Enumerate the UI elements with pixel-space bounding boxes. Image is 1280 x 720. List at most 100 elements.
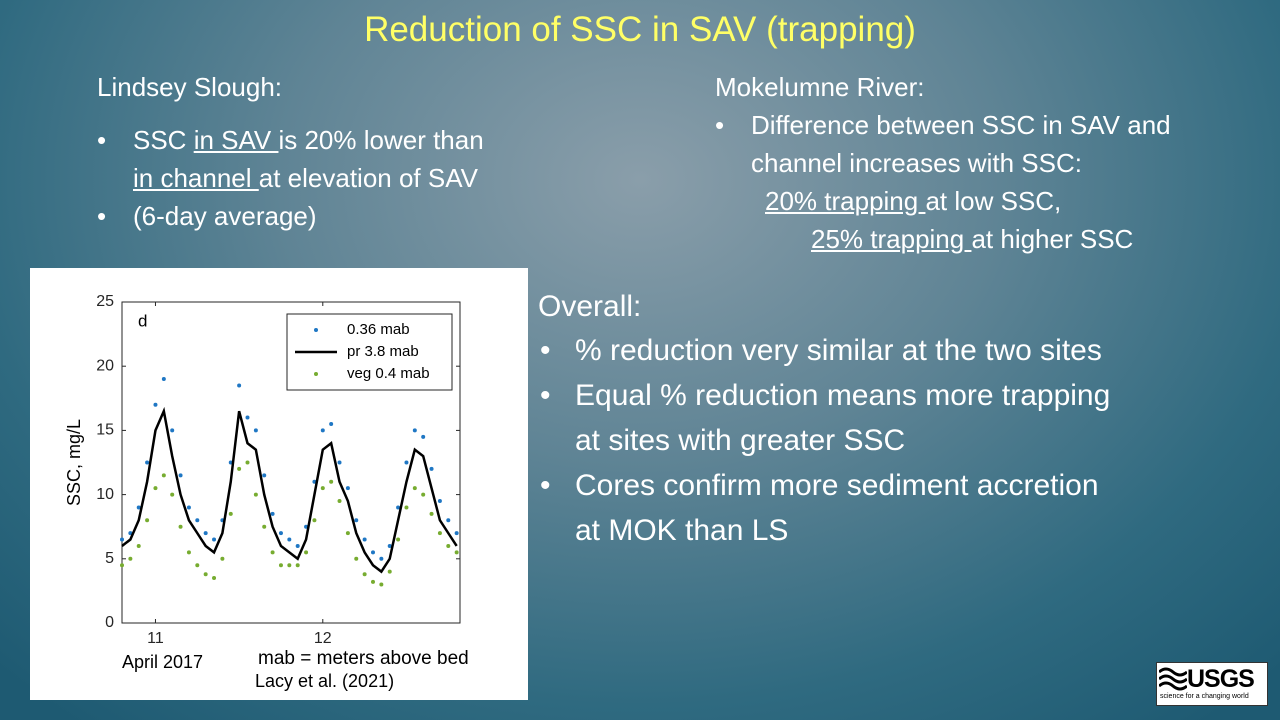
text-segment: Difference between SSC in SAV and — [751, 110, 1171, 140]
data-point — [212, 537, 217, 542]
section-heading: Lindsey Slough: — [97, 72, 283, 102]
chart-note: Lacy et al. (2021) — [255, 671, 394, 691]
data-point — [370, 550, 375, 555]
bullet-line: Equal % reduction means more trapping — [575, 379, 1111, 412]
section-heading: Mokelumne River: — [715, 72, 925, 102]
data-point — [387, 569, 392, 574]
text-segment: at elevation of SAV — [258, 163, 478, 193]
data-point — [454, 531, 459, 536]
data-point — [320, 486, 325, 491]
data-point — [446, 518, 451, 523]
data-point — [320, 428, 325, 433]
data-point — [404, 460, 409, 465]
text-segment: channel increases with SSC: — [751, 148, 1082, 178]
slide-title: Reduction of SSC in SAV (trapping) — [364, 10, 916, 49]
data-point — [161, 473, 166, 478]
bullet-dot: • — [540, 469, 551, 502]
bullet-line: % reduction very similar at the two site… — [575, 334, 1102, 367]
bullet-line: Cores confirm more sediment accretion — [575, 469, 1099, 502]
bullet-line: at sites with greater SSC — [575, 424, 906, 457]
data-point — [262, 473, 267, 478]
bullet-line: (6-day average) — [133, 201, 317, 232]
data-point — [312, 518, 317, 523]
data-point — [287, 563, 292, 568]
data-point — [354, 518, 359, 523]
text-segment: (6-day average) — [133, 201, 317, 231]
data-point — [337, 499, 342, 504]
data-point — [270, 550, 275, 555]
data-point — [295, 543, 300, 548]
legend-swatch — [314, 328, 318, 332]
data-point — [446, 543, 451, 548]
data-point — [120, 563, 124, 568]
note-line: 20% trapping at low SSC, — [765, 186, 1061, 217]
y-axis-label: SSC, mg/L — [64, 419, 84, 506]
bullet-line: channel increases with SSC: — [751, 148, 1082, 179]
data-point — [412, 486, 417, 491]
x-tick-label: 11 — [147, 630, 164, 647]
section-heading: Overall: — [538, 290, 642, 323]
data-point — [245, 415, 250, 420]
data-point — [262, 524, 267, 529]
chart-note: mab = meters above bed — [258, 648, 469, 669]
data-point — [136, 505, 141, 510]
note-line: 25% trapping at higher SSC — [811, 224, 1133, 255]
data-point — [237, 466, 242, 471]
bullet-line: at MOK than LS — [575, 514, 789, 547]
data-point — [454, 550, 459, 555]
data-point — [153, 402, 158, 407]
data-point — [437, 499, 442, 504]
bullet-line: SSC in SAV is 20% lower than — [133, 125, 484, 156]
data-point — [404, 505, 409, 510]
data-point — [329, 421, 334, 426]
chart: 0 5 10 15 20 25 11 12 April 2017 SSC, mg/L d 0.36 m… — [64, 293, 469, 691]
data-line — [121, 406, 458, 574]
data-point — [186, 505, 191, 510]
data-point — [396, 505, 401, 510]
data-point — [362, 537, 367, 542]
data-point — [287, 537, 292, 542]
data-point — [170, 492, 175, 497]
data-point — [220, 556, 225, 561]
logo-waves — [1159, 667, 1187, 691]
data-point — [421, 492, 426, 497]
chart-box: 0 5 10 15 20 25 11 12 April 2017 SSC, mg/L d 0.36 m… — [30, 268, 528, 700]
data-point — [237, 383, 242, 388]
text-segment: in channel — [133, 163, 259, 193]
bullet-line: in channel at elevation of SAV — [133, 163, 478, 194]
text-segment: SSC — [133, 125, 194, 155]
legend-label: veg 0.4 mab — [347, 365, 430, 382]
y-tick-label: 0 — [105, 614, 114, 631]
y-tick-label: 20 — [96, 357, 114, 374]
data-point — [228, 511, 233, 516]
data-point — [253, 428, 258, 433]
legend-swatch — [314, 372, 318, 376]
panel-label: d — [138, 311, 147, 330]
data-point — [379, 556, 384, 561]
bullet-dot: • — [97, 125, 107, 155]
data-point — [370, 579, 375, 584]
data-point — [186, 550, 191, 555]
data-point — [278, 531, 283, 536]
data-point — [178, 524, 183, 529]
data-point — [153, 486, 158, 491]
data-point — [145, 460, 150, 465]
data-point — [278, 563, 283, 568]
y-tick-label: 15 — [96, 422, 114, 439]
data-point — [295, 563, 300, 568]
data-point — [429, 466, 434, 471]
data-point — [170, 428, 175, 433]
y-tick-label: 5 — [105, 550, 114, 567]
data-point — [128, 556, 133, 561]
logo-name: USGS — [1187, 665, 1255, 693]
data-point — [195, 563, 200, 568]
data-point — [212, 576, 217, 581]
legend-label: 0.36 mab — [347, 321, 410, 338]
data-point — [178, 473, 183, 478]
x-axis-label: April 2017 — [122, 652, 203, 672]
data-point — [429, 511, 434, 516]
bullet-dot: • — [715, 110, 725, 140]
x-tick-label: 12 — [314, 630, 332, 647]
bullet-dot: • — [540, 334, 551, 367]
